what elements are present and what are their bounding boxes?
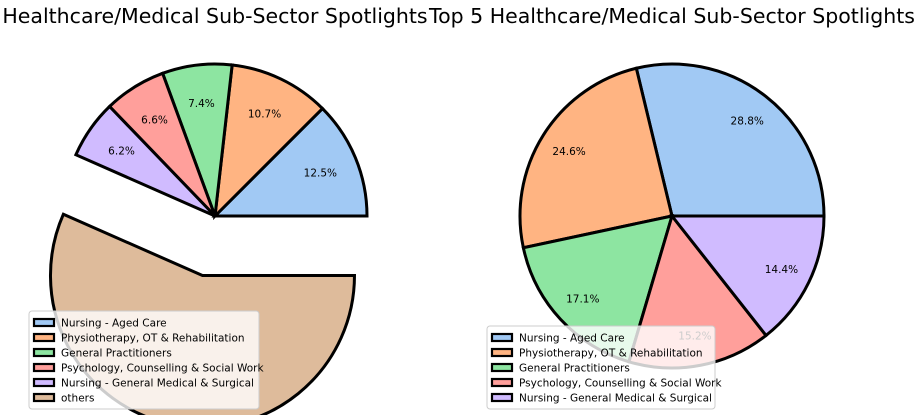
pie-percent-label: 6.2% — [108, 146, 135, 158]
pie-percent-label: 17.1% — [566, 294, 599, 306]
legend-label-nursing-aged-care: Nursing - Aged Care — [519, 333, 625, 345]
pie-slice-nursing-general-medical-surgical — [73, 104, 217, 218]
pie-percent-label: 6.6% — [141, 114, 168, 126]
legend-swatch-nursing-aged-care — [32, 317, 56, 328]
pie-slice-nursing-aged-care — [634, 62, 826, 218]
legend-frame — [28, 310, 260, 410]
pie-percent-label: 10.7% — [248, 108, 281, 120]
pie-slice-physiotherapy-ot-rehabilitation — [518, 66, 674, 250]
legend-label-physiotherapy-ot-rehabilitation: Physiotherapy, OT & Rehabilitation — [519, 348, 703, 360]
legend-label-nursing-general-medical-surgical: Nursing - General Medical & Surgical — [519, 393, 712, 405]
legend-label-others: others — [61, 393, 94, 405]
legend-swatch-psychology-counselling-social-work — [490, 377, 514, 388]
legend-swatch-physiotherapy-ot-rehabilitation — [32, 332, 56, 343]
chart-left-pie: Healthcare/Medical Sub-Sector Spotlights… — [2, 4, 428, 420]
legend: Nursing - Aged Care Physiotherapy, OT & R… — [486, 325, 722, 410]
legend-swatch-general-practitioners — [32, 347, 56, 358]
chart-title: Healthcare/Medical Sub-Sector Spotlights — [2, 4, 427, 28]
pie-percent-label: 28.8% — [731, 115, 764, 127]
legend-label-nursing-aged-care: Nursing - Aged Care — [61, 318, 167, 330]
legend-frame — [486, 325, 716, 410]
legend-swatch-physiotherapy-ot-rehabilitation — [490, 347, 514, 358]
pie-percent-label: 7.4% — [188, 98, 215, 110]
legend-swatch-nursing-aged-care — [490, 332, 514, 343]
legend-swatch-others — [32, 392, 56, 403]
legend-swatch-nursing-general-medical-surgical — [32, 377, 56, 388]
pie-percent-label: 24.6% — [552, 146, 585, 158]
pie-slice-nursing-aged-care — [211, 106, 369, 218]
pie-percent-label: 14.4% — [765, 264, 798, 276]
chart-right-pie: Top 5 Healthcare/Medical Sub-Sector Spot… — [428, 4, 915, 410]
legend-label-psychology-counselling-social-work: Psychology, Counselling & Social Work — [61, 363, 264, 375]
legend: Nursing - Aged Care Physiotherapy, OT & R… — [28, 310, 264, 410]
legend-label-general-practitioners: General Practitioners — [61, 348, 172, 360]
pie-percent-labels: 12.5% 10.7% 7.4% 6.6% 6.2% — [108, 98, 337, 180]
legend-swatch-nursing-general-medical-surgical — [490, 392, 514, 403]
legend-label-nursing-general-medical-surgical: Nursing - General Medical & Surgical — [61, 378, 254, 390]
pie-slice-nursing-general-medical-surgical — [668, 214, 826, 338]
pie-percent-label: 12.5% — [304, 167, 337, 179]
chart-title: Top 5 Healthcare/Medical Sub-Sector Spot… — [428, 4, 915, 28]
legend-label-physiotherapy-ot-rehabilitation: Physiotherapy, OT & Rehabilitation — [61, 333, 245, 345]
legend-swatch-psychology-counselling-social-work — [32, 362, 56, 373]
legend-label-psychology-counselling-social-work: Psychology, Counselling & Social Work — [519, 378, 722, 390]
legend-swatch-general-practitioners — [490, 362, 514, 373]
pie-slices — [518, 62, 826, 370]
pie-slice-physiotherapy-ot-rehabilitation — [213, 63, 325, 221]
legend-label-general-practitioners: General Practitioners — [519, 363, 630, 375]
